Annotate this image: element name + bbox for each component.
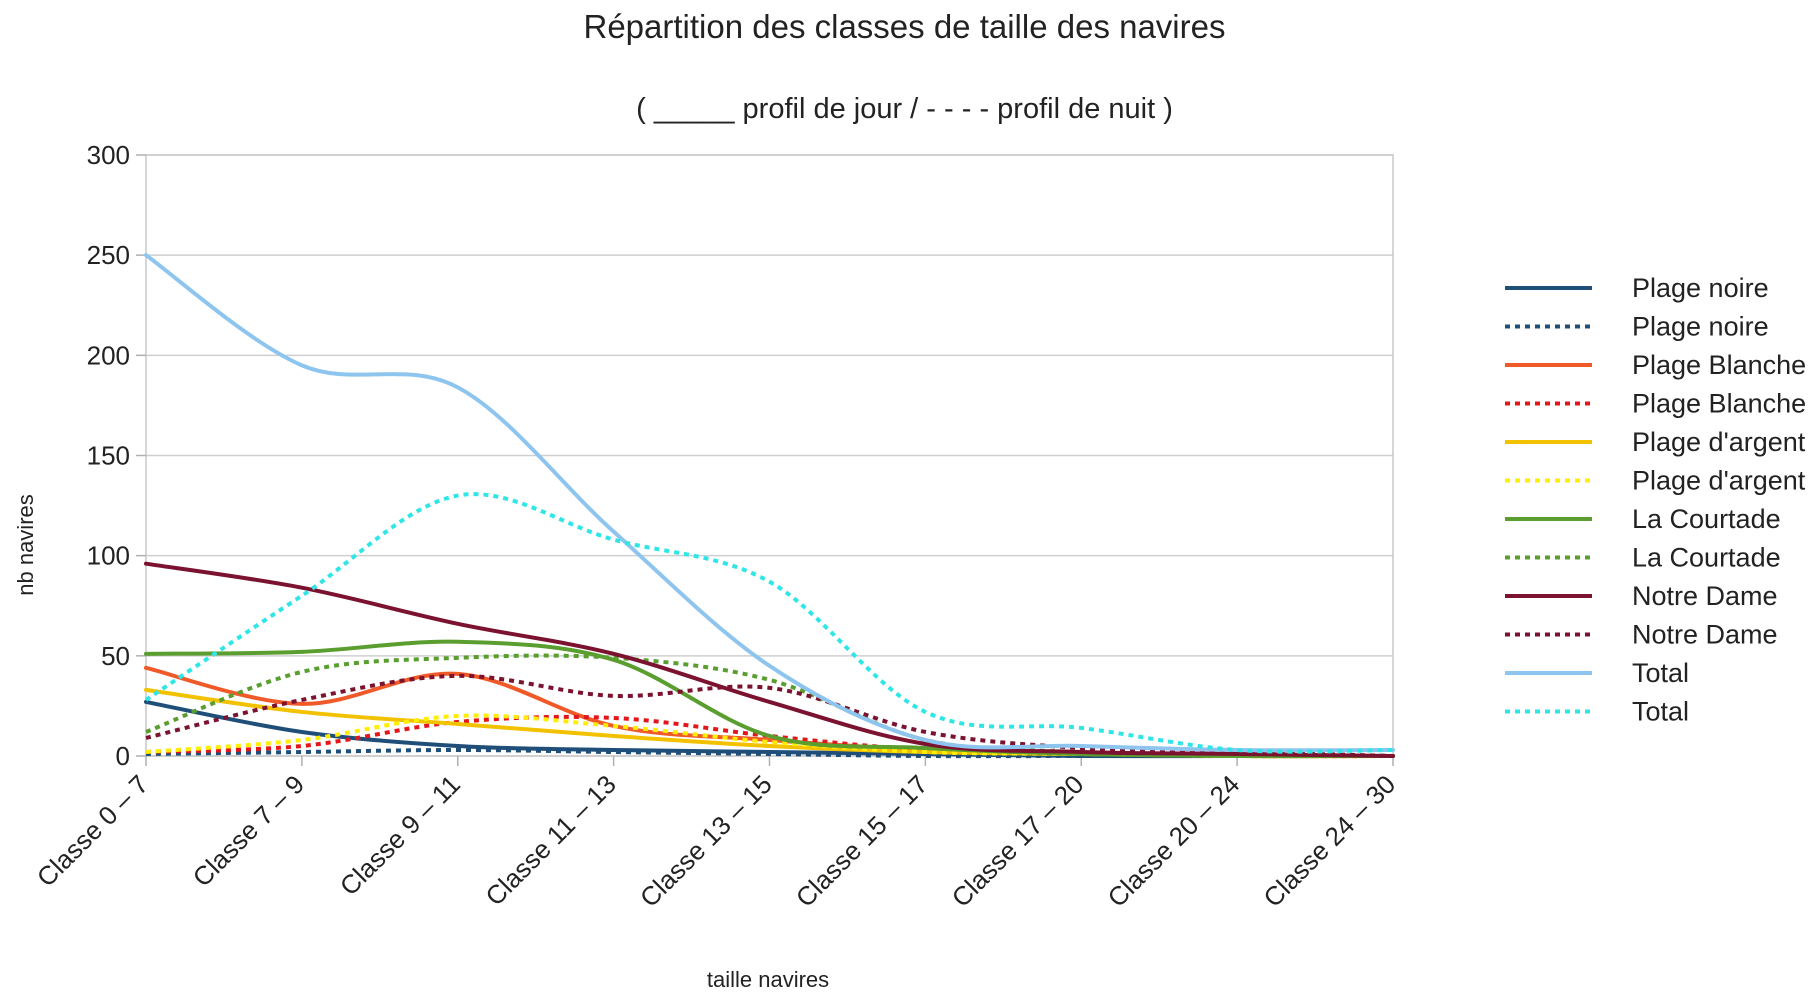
legend-label: Notre Dame (1632, 620, 1778, 650)
series-line-3 (144, 665, 1395, 759)
series-lines (144, 253, 1395, 759)
y-tick-label: 300 (87, 140, 130, 170)
legend: Plage noire Plage noire Plage Blanche Plage… (1505, 273, 1806, 727)
x-tick-label: Classe 17 – 20 (946, 769, 1090, 913)
y-axis-ticks: 0 50 100 150 200 250 300 (87, 140, 146, 771)
x-tick-label: Classe 7 – 9 (187, 769, 310, 892)
series-line-6 (145, 713, 1394, 759)
series-line-4 (145, 714, 1394, 759)
x-tick-label: Classe 11 – 13 (479, 769, 621, 911)
y-tick-label: 200 (87, 340, 130, 370)
series-line-12 (144, 492, 1394, 754)
legend-label: La Courtade (1632, 543, 1781, 573)
x-axis-label: taille navires (707, 967, 829, 992)
y-tick-label: 0 (116, 741, 130, 771)
x-tick-label: Classe 15 – 17 (790, 769, 934, 913)
legend-label: Plage noire (1632, 312, 1769, 342)
legend-label: Total (1632, 697, 1689, 727)
series-line-10 (145, 673, 1394, 758)
chart-subtitle: ( _____ profil de jour / - - - - profil … (636, 93, 1173, 125)
legend-label: Plage noire (1632, 273, 1769, 303)
x-tick-label: Classe 24 – 30 (1257, 769, 1401, 913)
legend-label: Total (1632, 658, 1689, 688)
y-tick-label: 50 (101, 641, 130, 671)
legend-label: La Courtade (1632, 504, 1781, 534)
x-tick-label: Classe 0 – 7 (31, 769, 154, 892)
x-axis-ticks: Classe 0 – 7 Classe 7 – 9 Classe 9 – 11 Cla… (31, 756, 1401, 913)
legend-label: Plage d'argent (1632, 427, 1806, 457)
chart-title: Répartition des classes de taille des na… (583, 8, 1226, 45)
y-axis-label: nb navires (13, 494, 38, 596)
series-line-11 (144, 253, 1395, 753)
series-line-9 (144, 561, 1395, 758)
x-tick-label: Classe 20 – 24 (1102, 769, 1246, 913)
series-line-7 (144, 639, 1395, 759)
legend-label: Notre Dame (1632, 581, 1778, 611)
legend-label: Plage d'argent (1632, 466, 1806, 496)
y-tick-label: 150 (87, 441, 130, 471)
y-tick-label: 100 (87, 541, 130, 571)
x-tick-label: Classe 9 – 11 (334, 769, 466, 901)
legend-label: Plage Blanche (1632, 350, 1806, 380)
legend-label: Plage Blanche (1632, 389, 1806, 419)
x-tick-label: Classe 13 – 15 (634, 769, 778, 913)
y-tick-label: 250 (87, 240, 130, 270)
